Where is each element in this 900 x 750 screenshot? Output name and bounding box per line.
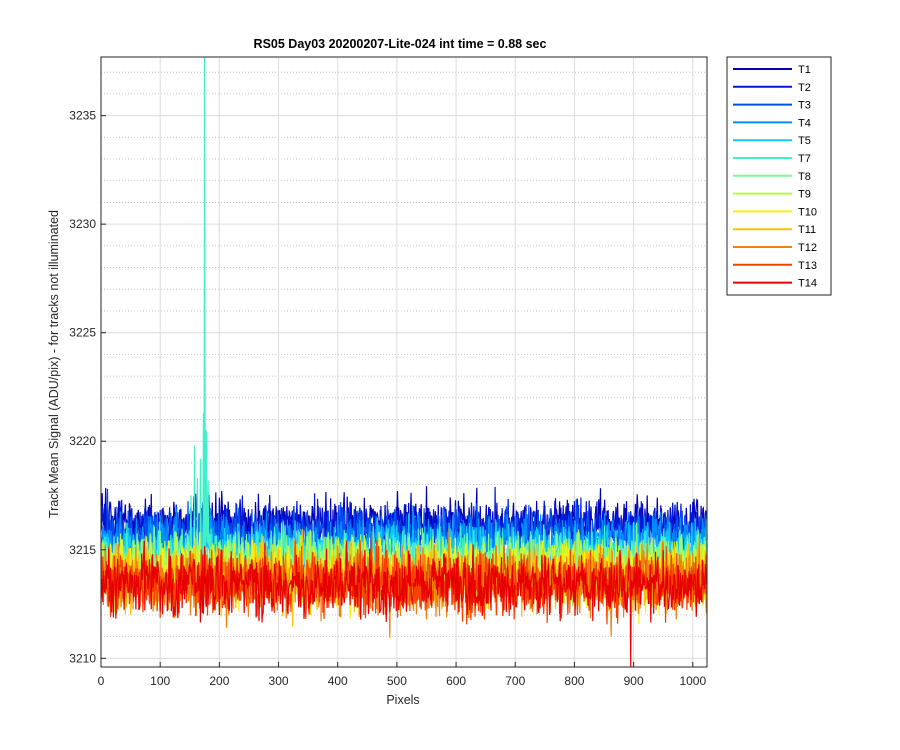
y-axis-label: Track Mean Signal (ADU/pix) - for tracks… [47, 210, 61, 518]
x-tick-label: 600 [446, 674, 466, 688]
legend-label-t13: T13 [798, 260, 817, 272]
legend-label-t2: T2 [798, 82, 811, 94]
x-tick-label: 0 [98, 674, 105, 688]
legend-label-t10: T10 [798, 206, 817, 218]
y-tick-label: 3235 [69, 109, 96, 123]
legend-label-t3: T3 [798, 100, 811, 112]
legend-label-t5: T5 [798, 135, 811, 147]
y-tick-label: 3220 [69, 434, 96, 448]
x-tick-label: 200 [209, 674, 229, 688]
y-tick-label: 3210 [69, 651, 96, 665]
y-tick-label: 3215 [69, 543, 96, 557]
x-axis-label: Pixels [386, 693, 419, 707]
legend-label-t11: T11 [798, 224, 816, 236]
x-tick-label: 300 [269, 674, 289, 688]
x-tick-label: 800 [564, 674, 584, 688]
series-line-t2 [100, 486, 708, 569]
legend-label-t9: T9 [798, 189, 811, 201]
x-tick-label: 500 [387, 674, 407, 688]
x-tick-label: 400 [328, 674, 348, 688]
legend-label-t8: T8 [798, 171, 811, 183]
legend-label-t14: T14 [798, 278, 817, 290]
legend: T1 T2 T3 T4 T5 T7 T8 T9 T10 T11 T12 T13 T14 [726, 56, 832, 296]
series-lines [100, 56, 708, 668]
legend-label-t12: T12 [798, 242, 817, 254]
x-tick-label: 700 [505, 674, 525, 688]
legend-label-t4: T4 [798, 117, 811, 129]
chart-title: RS05 Day03 20200207-Lite-024 int time = … [254, 37, 547, 51]
y-tick-label: 3225 [69, 326, 96, 340]
x-tick-label: 100 [150, 674, 170, 688]
plot-area: 0 100 200 300 400 500 600 700 800 900 1000 3210 3215… [69, 56, 708, 688]
x-tick-label: 1000 [679, 674, 706, 688]
x-tick-label: 900 [624, 674, 644, 688]
legend-label-t1: T1 [798, 64, 811, 76]
series-line-t14 [100, 540, 708, 668]
axes-box [100, 56, 708, 668]
legend-label-t7: T7 [798, 153, 811, 165]
ticks: 0 100 200 300 400 500 600 700 800 900 1000 3210 3215… [69, 109, 706, 688]
legend-items: T1 T2 T3 T4 T5 T7 T8 T9 T10 T11 T12 T13 T14 [733, 64, 817, 290]
y-tick-label: 3230 [69, 217, 96, 231]
